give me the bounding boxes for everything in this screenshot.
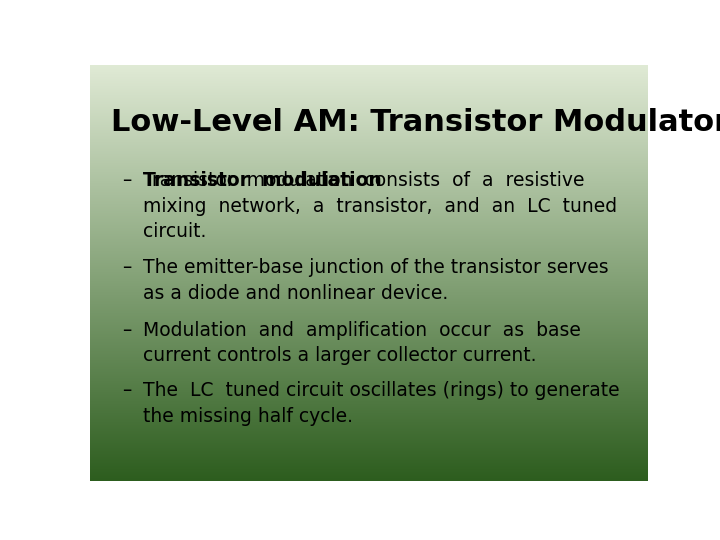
- Text: mixing  network,  a  transistor,  and  an  LC  tuned: mixing network, a transistor, and an LC …: [143, 197, 617, 215]
- Text: Low-Level AM: Transistor Modulator: Low-Level AM: Transistor Modulator: [111, 109, 720, 138]
- Text: –: –: [122, 171, 132, 190]
- Text: –: –: [122, 381, 132, 400]
- Text: –: –: [122, 258, 132, 277]
- Text: Modulation  and  amplification  occur  as  base: Modulation and amplification occur as ba…: [143, 321, 581, 340]
- Text: The  LC  tuned circuit oscillates (rings) to generate: The LC tuned circuit oscillates (rings) …: [143, 381, 620, 400]
- Text: the missing half cycle.: the missing half cycle.: [143, 407, 353, 426]
- Text: circuit.: circuit.: [143, 222, 207, 241]
- Text: –: –: [122, 321, 132, 340]
- Text: as a diode and nonlinear device.: as a diode and nonlinear device.: [143, 284, 449, 303]
- Text: current controls a larger collector current.: current controls a larger collector curr…: [143, 346, 536, 365]
- Text: The emitter-base junction of the transistor serves: The emitter-base junction of the transis…: [143, 258, 608, 277]
- Text: Transistor  modulation: Transistor modulation: [143, 171, 382, 190]
- Text: Transistor  modulation  consists  of  a  resistive: Transistor modulation consists of a resi…: [143, 171, 585, 190]
